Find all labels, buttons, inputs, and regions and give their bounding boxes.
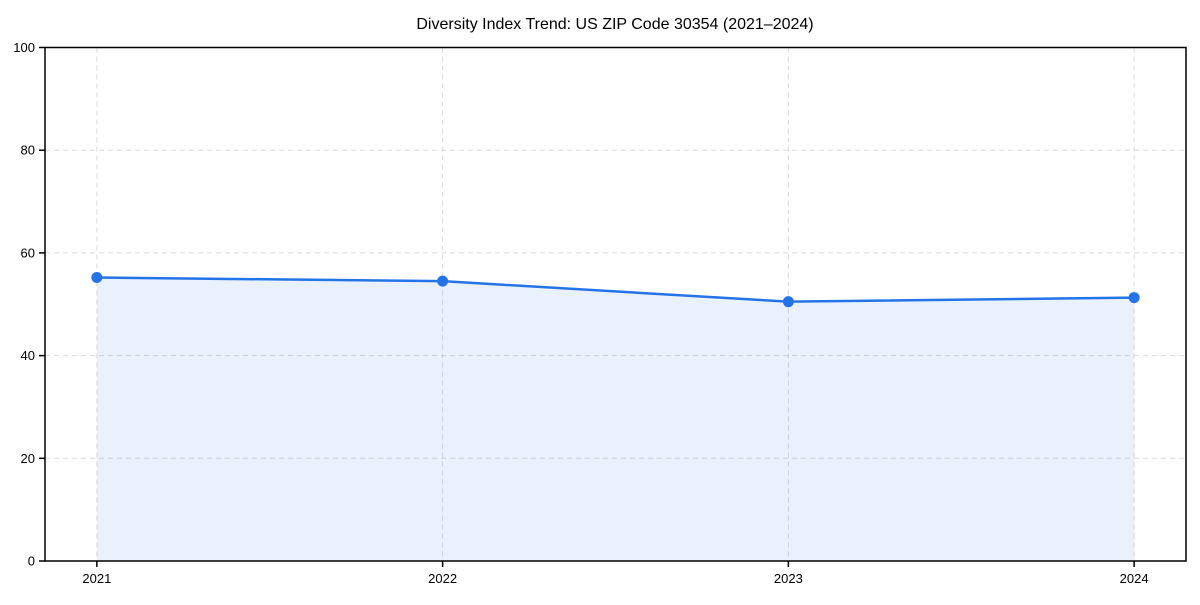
- trend-line: [95, 276, 1136, 303]
- y-tick-label: 0: [28, 554, 35, 569]
- x-tick-label: 2023: [774, 571, 803, 586]
- x-tick-label: 2021: [82, 571, 111, 586]
- data-point-2024: [1128, 292, 1140, 304]
- y-tick-label: 20: [21, 451, 35, 466]
- x-tick-label: 2022: [428, 571, 457, 586]
- y-tick-label: 80: [21, 143, 35, 158]
- chart-title: Diversity Index Trend: US ZIP Code 30354…: [416, 16, 813, 33]
- y-tick-label: 40: [21, 348, 35, 363]
- area-fill: [96, 277, 1135, 561]
- plot-border: [44, 46, 1187, 562]
- data-point-2023: [782, 296, 794, 308]
- y-tick-label: 60: [21, 245, 35, 260]
- data-point-2021: [91, 272, 103, 284]
- axes: 0 20 40 60 80 100 2021 2022 2023 2024: [13, 40, 1148, 586]
- plot-area: 0 20 40 60 80 100 2021 2022 2023 2024: [13, 40, 1187, 586]
- data-point-2022: [437, 275, 449, 287]
- y-tick-label: 100: [13, 40, 35, 55]
- x-tick-label: 2024: [1120, 571, 1149, 586]
